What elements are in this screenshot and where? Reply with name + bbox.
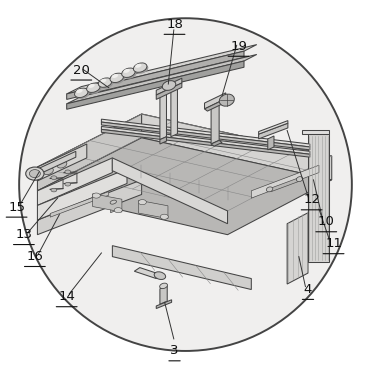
Ellipse shape: [51, 188, 57, 192]
Ellipse shape: [123, 69, 137, 79]
Ellipse shape: [135, 64, 148, 74]
Polygon shape: [268, 136, 274, 150]
Ellipse shape: [138, 200, 147, 205]
Polygon shape: [112, 246, 251, 290]
Ellipse shape: [266, 187, 273, 192]
Polygon shape: [37, 114, 142, 191]
Polygon shape: [101, 119, 310, 147]
Polygon shape: [156, 78, 182, 95]
Ellipse shape: [114, 208, 122, 213]
Text: 15: 15: [8, 201, 25, 214]
Polygon shape: [211, 99, 219, 144]
Polygon shape: [111, 203, 116, 213]
Text: 13: 13: [16, 228, 32, 241]
Ellipse shape: [100, 79, 113, 89]
Text: 12: 12: [303, 193, 320, 207]
Ellipse shape: [134, 63, 147, 72]
Polygon shape: [67, 61, 244, 109]
Polygon shape: [160, 137, 167, 144]
Text: 14: 14: [58, 290, 75, 304]
Polygon shape: [251, 165, 319, 198]
Text: 11: 11: [325, 237, 342, 250]
Polygon shape: [259, 123, 288, 139]
Polygon shape: [134, 268, 162, 279]
Text: 19: 19: [230, 40, 247, 53]
Polygon shape: [67, 44, 257, 94]
Ellipse shape: [86, 83, 100, 92]
Polygon shape: [302, 131, 329, 134]
Polygon shape: [101, 122, 310, 150]
Ellipse shape: [88, 84, 95, 88]
Polygon shape: [287, 213, 308, 284]
Polygon shape: [37, 144, 87, 181]
Ellipse shape: [124, 69, 130, 73]
Ellipse shape: [111, 75, 125, 84]
Text: 18: 18: [166, 18, 183, 31]
Polygon shape: [50, 192, 109, 217]
Text: 3: 3: [170, 345, 179, 357]
Ellipse shape: [100, 79, 106, 83]
Ellipse shape: [76, 90, 89, 99]
Polygon shape: [272, 178, 298, 192]
Polygon shape: [101, 130, 310, 157]
Polygon shape: [142, 114, 332, 180]
Polygon shape: [204, 99, 229, 111]
Polygon shape: [67, 54, 257, 104]
Polygon shape: [171, 88, 177, 137]
Polygon shape: [160, 88, 167, 139]
Ellipse shape: [88, 84, 102, 94]
Text: 16: 16: [26, 250, 43, 263]
Ellipse shape: [76, 89, 83, 93]
Polygon shape: [160, 286, 167, 304]
Ellipse shape: [43, 167, 53, 175]
Ellipse shape: [110, 200, 116, 204]
Text: 10: 10: [318, 215, 335, 228]
Ellipse shape: [296, 177, 303, 182]
Polygon shape: [156, 300, 172, 309]
Polygon shape: [101, 127, 310, 154]
Text: 20: 20: [73, 63, 90, 77]
Polygon shape: [37, 169, 127, 220]
Ellipse shape: [65, 182, 71, 186]
Ellipse shape: [98, 78, 112, 87]
Ellipse shape: [154, 272, 165, 280]
Polygon shape: [37, 158, 112, 206]
Polygon shape: [139, 200, 168, 219]
Ellipse shape: [110, 73, 124, 83]
Ellipse shape: [122, 68, 135, 77]
Polygon shape: [67, 51, 244, 99]
Polygon shape: [93, 194, 122, 212]
Polygon shape: [37, 114, 332, 211]
Ellipse shape: [29, 170, 40, 178]
Polygon shape: [259, 121, 288, 134]
Ellipse shape: [51, 176, 57, 179]
Ellipse shape: [112, 74, 118, 78]
Ellipse shape: [162, 81, 176, 90]
Polygon shape: [308, 134, 329, 262]
Polygon shape: [211, 140, 222, 146]
Polygon shape: [204, 93, 226, 109]
Ellipse shape: [160, 283, 167, 288]
Ellipse shape: [26, 167, 44, 180]
Ellipse shape: [57, 161, 67, 168]
Polygon shape: [37, 138, 332, 235]
Ellipse shape: [219, 94, 234, 106]
Ellipse shape: [135, 64, 141, 68]
Polygon shape: [112, 158, 227, 224]
Polygon shape: [34, 151, 76, 177]
Polygon shape: [156, 83, 182, 99]
Polygon shape: [37, 180, 142, 235]
Circle shape: [19, 18, 352, 351]
Ellipse shape: [65, 170, 71, 174]
Text: 4: 4: [304, 283, 312, 296]
Ellipse shape: [92, 193, 100, 198]
Ellipse shape: [75, 88, 88, 98]
Ellipse shape: [160, 214, 168, 219]
